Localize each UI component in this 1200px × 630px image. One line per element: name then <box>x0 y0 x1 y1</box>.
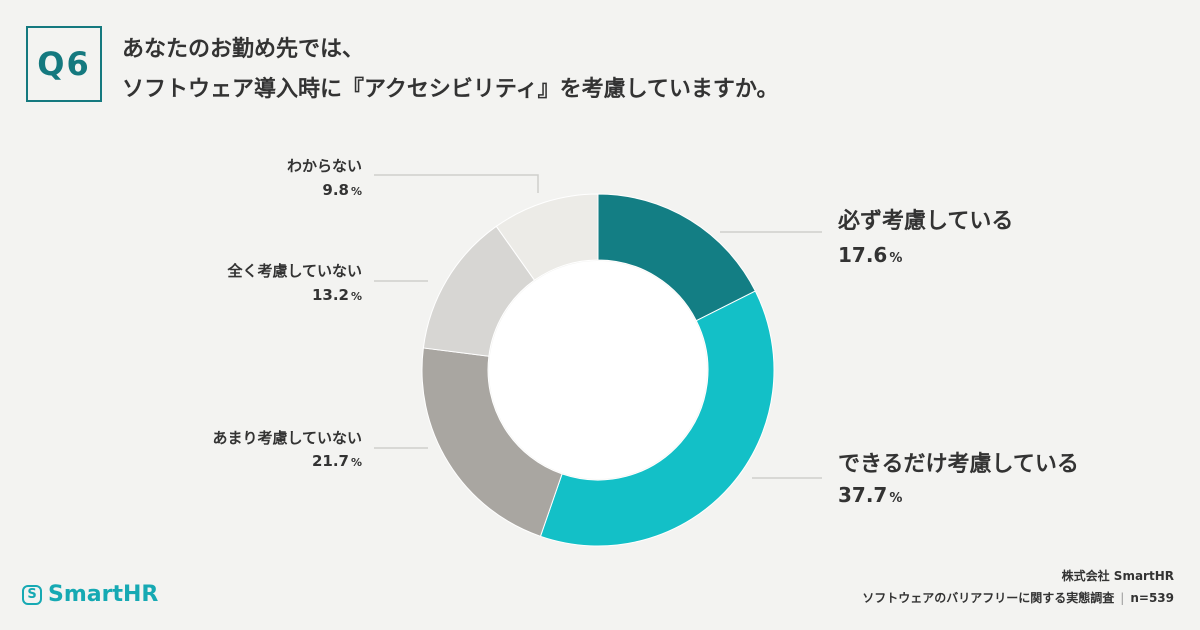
question-number: Q6 <box>37 45 91 83</box>
footer-separator: | <box>1120 591 1125 605</box>
slice-label-4: 全く考慮していない <box>226 262 362 280</box>
slice-label-5: わからない <box>287 157 362 175</box>
donut-hole <box>489 261 707 479</box>
question-line-2: ソフトウェア導入時に『アクセシビリティ』を考慮していますか。 <box>122 77 779 102</box>
footer-sample: n=539 <box>1130 591 1174 605</box>
smarthr-logo-icon: S <box>22 584 42 605</box>
slice-value-4: 13.2% <box>312 286 362 304</box>
slice-value-5: 9.8% <box>322 181 362 199</box>
footer-survey: ソフトウェアのバリアフリーに関する実態調査 <box>862 591 1115 605</box>
slice-value-1: 17.6% <box>838 243 902 267</box>
smarthr-logo: S SmartHR <box>22 582 158 607</box>
slice-label-1: 必ず考慮している <box>838 208 1013 234</box>
question-title: あなたのお勤め先では、 ソフトウェア導入時に『アクセシビリティ』を考慮しています… <box>122 30 778 110</box>
footer-survey-line: ソフトウェアのバリアフリーに関する実態調査 | n=539 <box>862 587 1174 609</box>
question-line-1: あなたのお勤め先では、 <box>122 37 365 62</box>
donut-slice-2 <box>539 290 775 547</box>
slice-value-3: 21.7% <box>312 452 362 470</box>
footer-credits: 株式会社 SmartHR ソフトウェアのバリアフリーに関する実態調査 | n=539 <box>862 565 1174 609</box>
slice-label-2: できるだけ考慮している <box>838 452 1079 477</box>
footer-company: 株式会社 SmartHR <box>1061 569 1174 583</box>
smarthr-logo-text: SmartHR <box>48 582 159 607</box>
slice-label-3: あまり考慮していない <box>212 429 362 447</box>
leader-line-5 <box>374 174 539 193</box>
donut-slice-5 <box>495 193 599 281</box>
question-number-box: Q6 <box>26 26 102 102</box>
slice-value-2: 37.7% <box>838 483 902 507</box>
